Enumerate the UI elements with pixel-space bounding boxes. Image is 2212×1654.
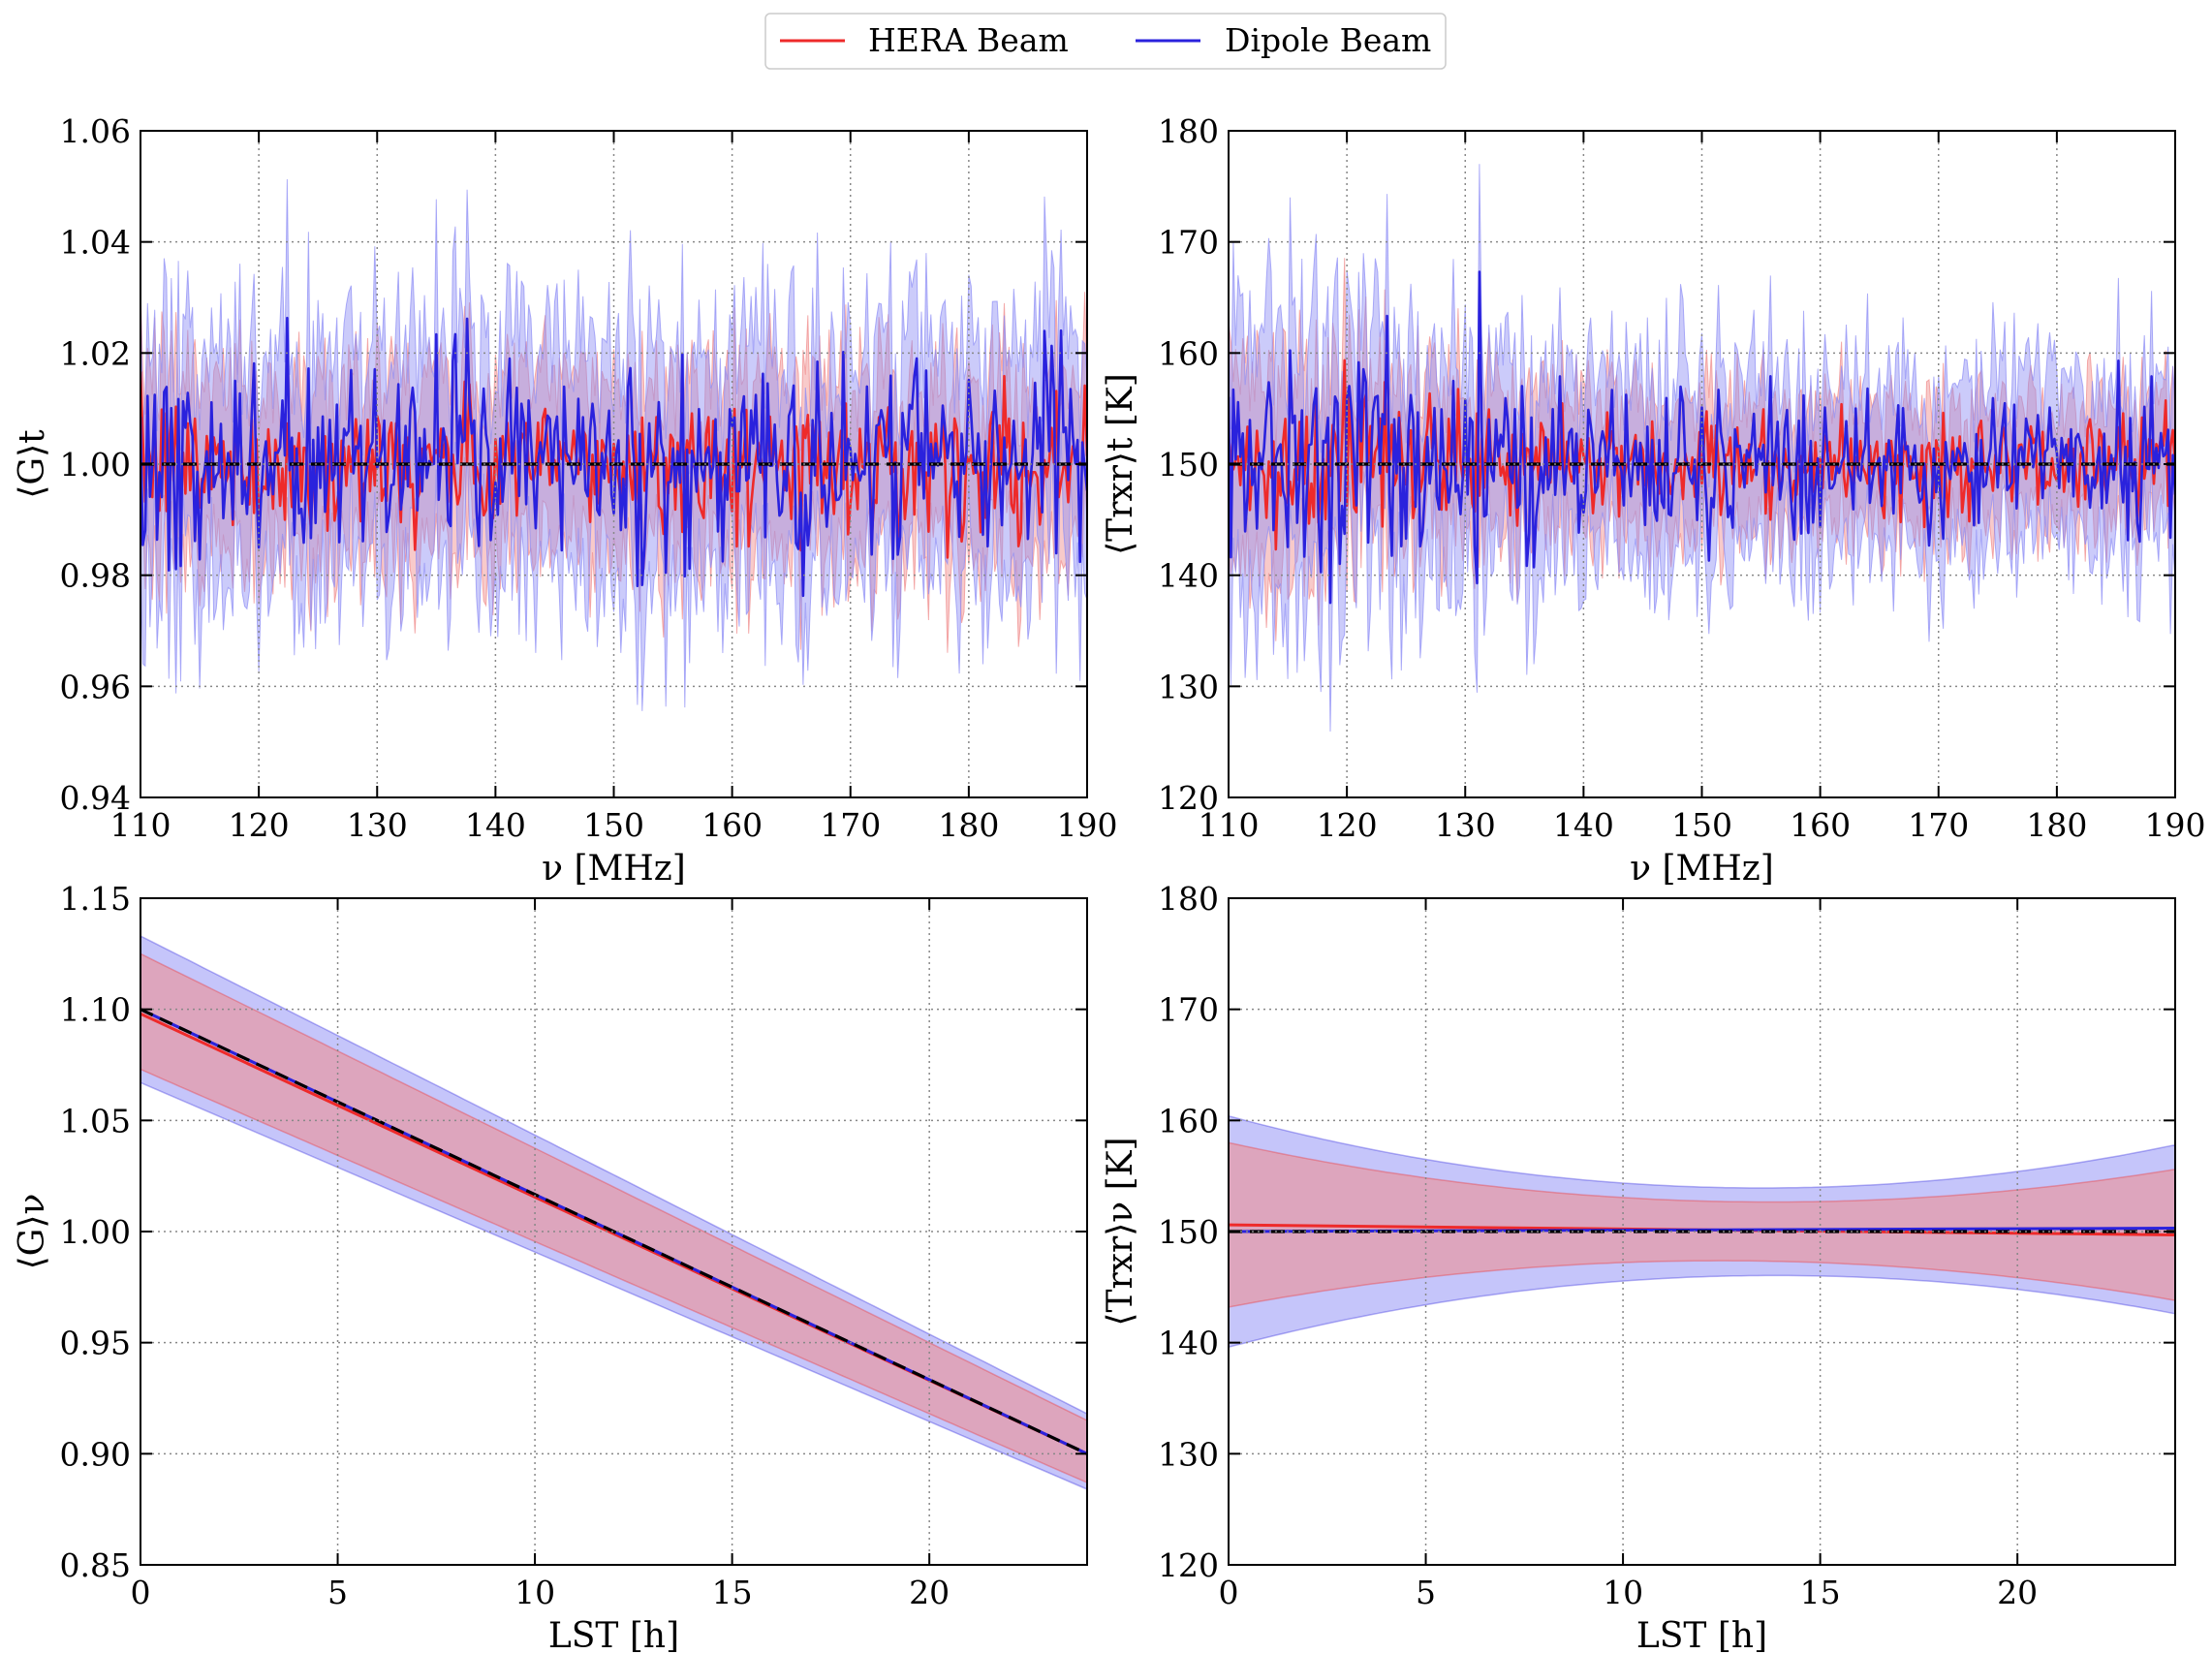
y-tick-label: 130 (1158, 668, 1219, 705)
y-tick-label: 120 (1158, 779, 1219, 817)
x-tick-label: 140 (465, 806, 526, 844)
panel-gain-vs-frequency: 110 120 130 140 150 160 170 180 190 0.94 0.96 0.98 1… (13, 112, 1118, 889)
x-tick-label: 15 (1800, 1574, 1841, 1611)
legend: HERA Beam Dipole Beam (764, 13, 1447, 70)
y-tick-label: 140 (1158, 557, 1219, 595)
y-tick-label: 0.94 (60, 779, 131, 817)
legend-frame (764, 13, 1447, 70)
x-tick-label: 15 (712, 1574, 753, 1611)
y-axis-label: ⟨G⟩ν (13, 1194, 52, 1270)
y-tick-label: 0.98 (60, 557, 131, 595)
x-tick-label: 170 (1908, 806, 1969, 844)
legend-dipole-label: Dipole Beam (1225, 21, 1431, 59)
dipole-line (1229, 270, 2175, 605)
plot-area (1229, 1114, 2175, 1349)
plot-area (1229, 164, 2175, 733)
y-tick-label: 180 (1158, 880, 1219, 918)
x-tick-label: 10 (1603, 1574, 1643, 1611)
x-tick-label: 130 (1435, 806, 1496, 844)
x-tick-label: 190 (2145, 806, 2206, 844)
y-tick-label: 180 (1158, 112, 1219, 150)
y-tick-label: 1.05 (60, 1102, 131, 1139)
y-tick-label: 140 (1158, 1325, 1219, 1362)
panel-trxr-vs-frequency: 110 120 130 140 150 160 170 180 1901201301401501… (1101, 112, 2206, 889)
truth-line (140, 1008, 1087, 1455)
x-tick-label: 170 (820, 806, 881, 844)
y-tick-label: 0.95 (60, 1325, 131, 1362)
y-tick-label: 130 (1158, 1435, 1219, 1473)
hera-band (1229, 258, 2175, 641)
x-axis-label: ν [MHz] (1630, 849, 1774, 889)
y-tick-label: 150 (1158, 446, 1219, 484)
y-axis-label: ⟨G⟩t (13, 429, 52, 499)
y-tick-label: 150 (1158, 1213, 1219, 1251)
x-tick-label: 160 (701, 806, 763, 844)
y-tick-label: 0.90 (60, 1435, 131, 1473)
x-tick-label: 20 (1997, 1574, 2038, 1611)
legend-hera-label: HERA Beam (868, 21, 1069, 59)
x-tick-label: 110 (1199, 806, 1260, 844)
y-tick-label: 1.10 (60, 991, 131, 1029)
x-tick-label: 140 (1553, 806, 1614, 844)
x-tick-label: 110 (110, 806, 171, 844)
x-tick-label: 130 (347, 806, 408, 844)
y-tick-label: 120 (1158, 1546, 1219, 1584)
y-axis-label: ⟨Trxr⟩ν [K] (1101, 1137, 1140, 1326)
x-tick-label: 120 (1317, 806, 1378, 844)
y-tick-label: 1.06 (60, 112, 131, 150)
x-axis-label: LST [h] (1636, 1616, 1767, 1654)
x-tick-label: 150 (1671, 806, 1732, 844)
x-tick-label: 180 (2026, 806, 2087, 844)
y-tick-label: 1.00 (60, 446, 131, 484)
y-tick-label: 1.04 (60, 224, 131, 262)
y-tick-label: 0.96 (60, 668, 131, 705)
x-axis-label: LST [h] (548, 1616, 679, 1654)
y-tick-label: 0.85 (60, 1546, 131, 1584)
hera-band (140, 952, 1087, 1483)
panel-trxr-vs-lst: 0 5 10 15 20 120 130 140 150 160 170 180 LST [h] ⟨Trx… (1101, 880, 2176, 1654)
y-tick-label: 160 (1158, 334, 1219, 372)
x-tick-label: 20 (909, 1574, 950, 1611)
x-tick-label: 150 (583, 806, 644, 844)
hera-band (1229, 1141, 2175, 1308)
y-tick-label: 1.00 (60, 1213, 131, 1251)
x-tick-label: 190 (1057, 806, 1118, 844)
y-tick-label: 1.02 (60, 334, 131, 372)
x-tick-label: 5 (327, 1574, 348, 1611)
x-tick-label: 10 (514, 1574, 555, 1611)
x-tick-label: 5 (1416, 1574, 1436, 1611)
plot-area (140, 935, 1087, 1490)
x-tick-label: 160 (1790, 806, 1851, 844)
y-tick-label: 1.15 (60, 880, 131, 918)
y-axis-label: ⟨Trxr⟩t [K] (1101, 373, 1140, 555)
x-tick-label: 0 (131, 1574, 151, 1611)
x-axis-label: ν [MHz] (542, 849, 686, 889)
hera-line (140, 371, 1087, 559)
y-tick-label: 170 (1158, 991, 1219, 1029)
x-tick-label: 0 (1219, 1574, 1239, 1611)
panel-gain-vs-lst: 0 5 10 15 20 0.85 0.90 0.95 1.00 1.05 1.10 1.15 LST … (13, 880, 1088, 1654)
y-tick-label: 170 (1158, 224, 1219, 262)
x-tick-label: 180 (938, 806, 999, 844)
x-tick-label: 120 (229, 806, 290, 844)
y-tick-label: 160 (1158, 1102, 1219, 1139)
